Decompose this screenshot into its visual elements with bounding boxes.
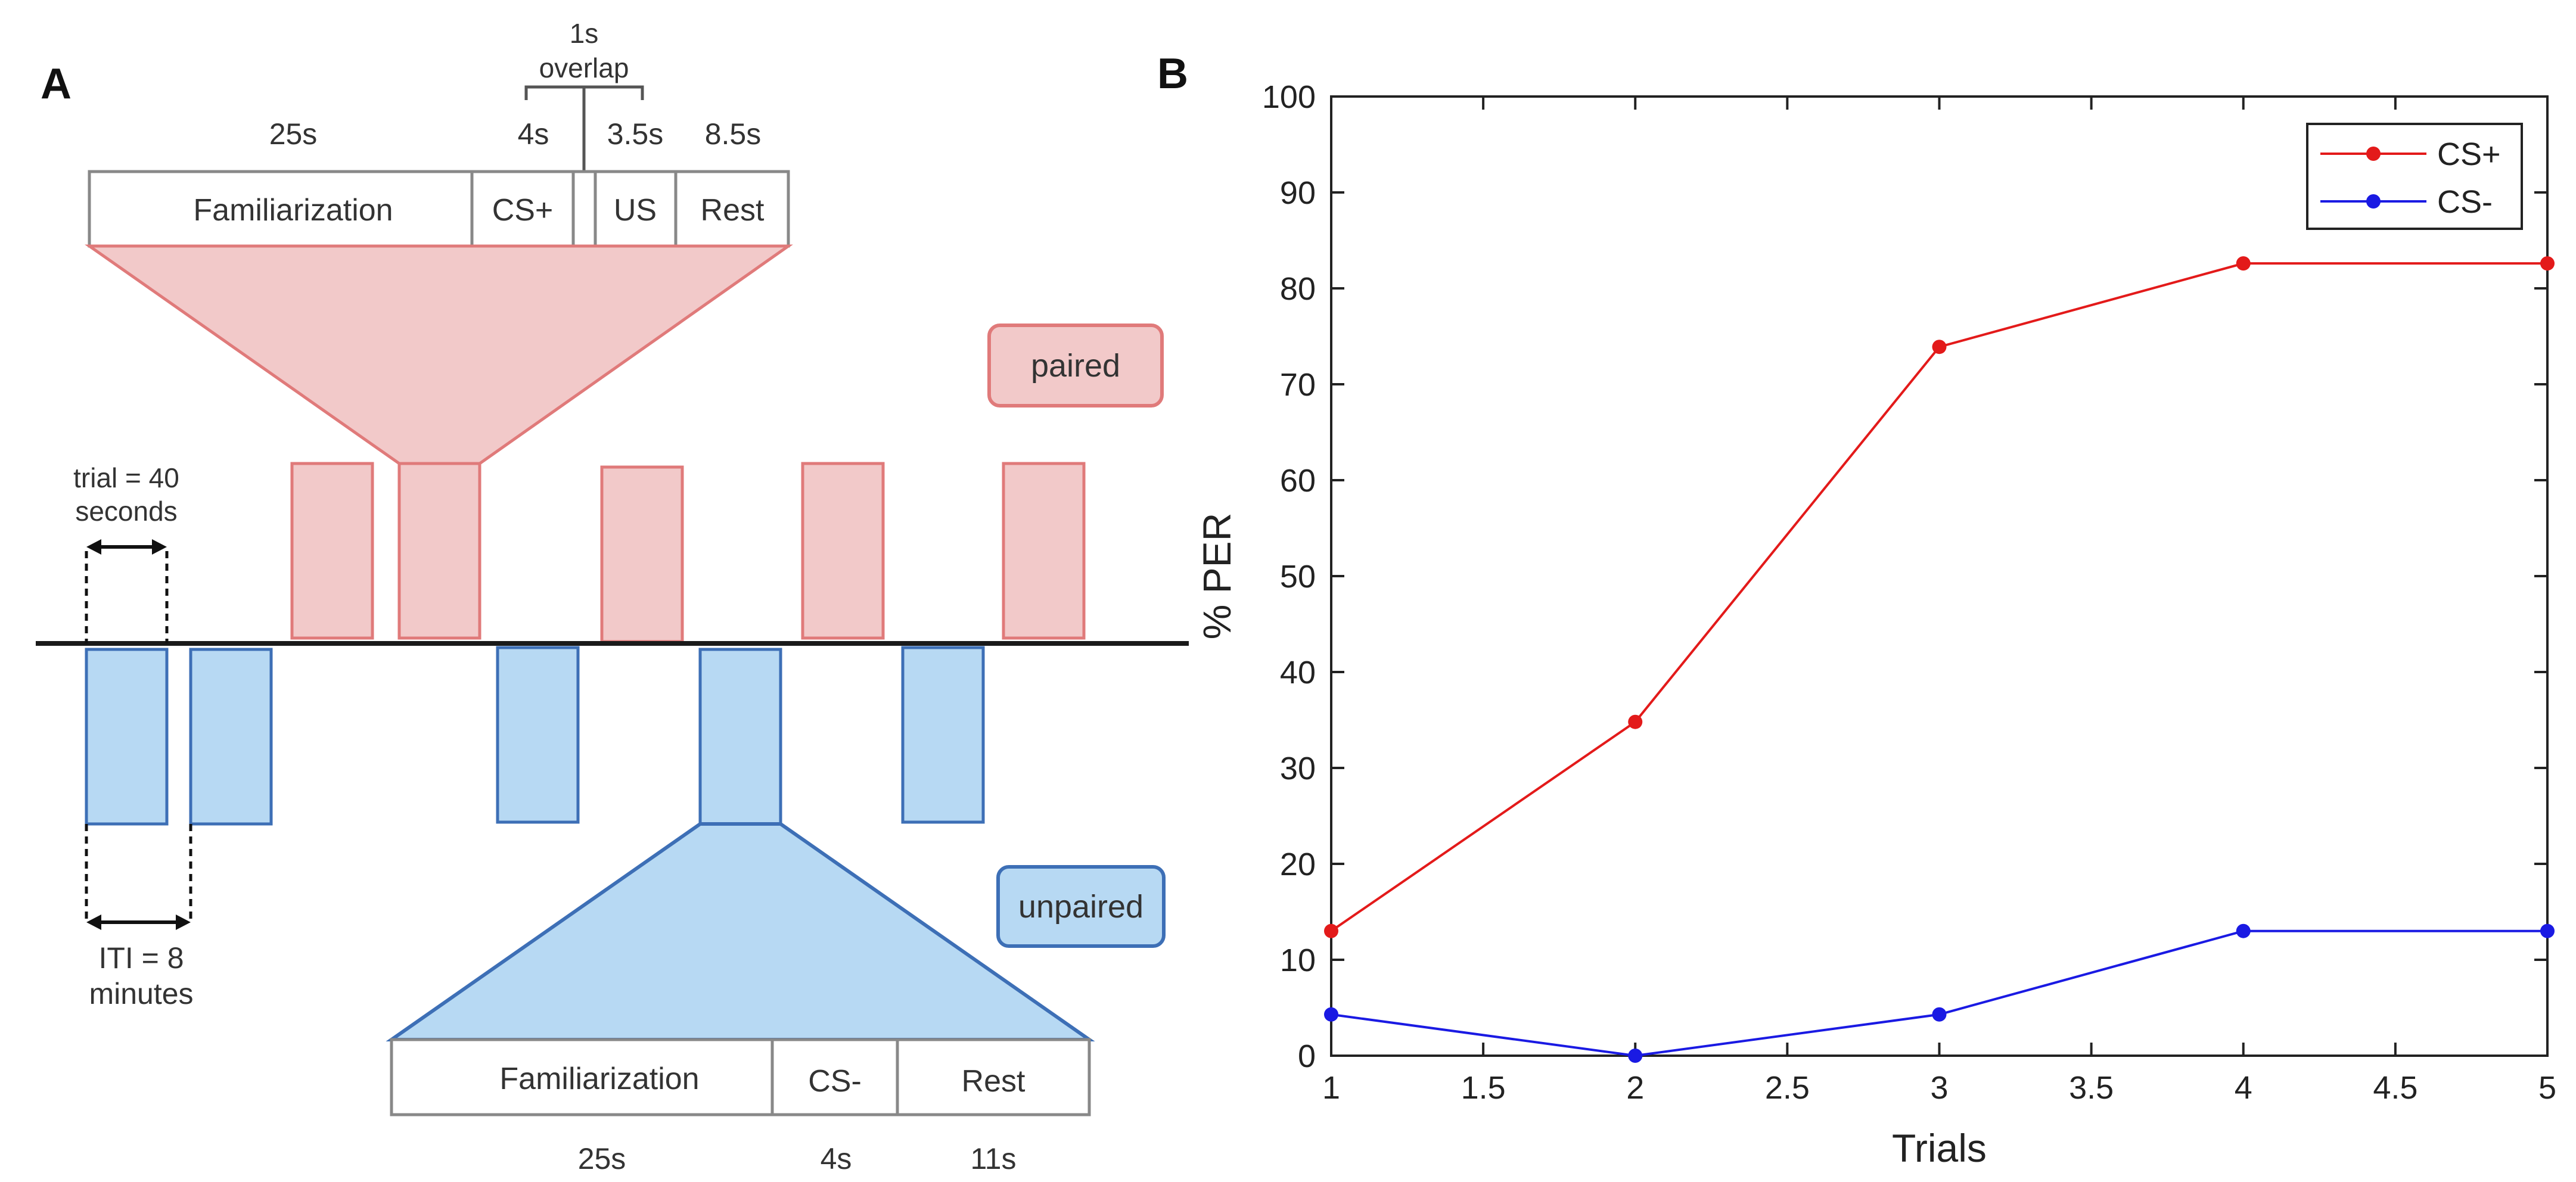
- x-tick-label: 2: [1626, 1070, 1644, 1106]
- unpaired-tag-label: unpaired: [1018, 889, 1143, 925]
- paired-timeline-frame: [88, 170, 790, 248]
- y-tick-label: 100: [1262, 79, 1316, 115]
- paired-trial-block: [397, 462, 481, 640]
- bottom-duration-cs-minus: 4s: [821, 1142, 852, 1175]
- paired-trial-block: [600, 465, 684, 643]
- overlap-value-label: 1s: [570, 18, 599, 49]
- iti-arrow: [86, 915, 191, 930]
- overlap-bracket: [524, 85, 644, 173]
- paired-tag: [987, 324, 1164, 408]
- trial-duration-arrow: [86, 539, 167, 555]
- legend-swatch-marker: [2366, 194, 2381, 209]
- unpaired-trial-block: [85, 648, 169, 826]
- unpaired-tag: [996, 865, 1166, 948]
- bottom-duration-familiarization: 25s: [578, 1142, 626, 1175]
- top-duration-cs-plus: 4s: [518, 117, 549, 151]
- segment-cs-plus: CS+: [492, 193, 554, 228]
- y-tick-label: 60: [1280, 463, 1316, 499]
- x-axis-title: Trials: [1892, 1126, 1987, 1170]
- legend-swatch-marker: [2366, 147, 2381, 161]
- y-tick-label: 50: [1280, 559, 1316, 595]
- y-tick-label: 0: [1298, 1038, 1316, 1074]
- y-tick-label: 10: [1280, 943, 1316, 978]
- data-point-cs-plus: [2540, 256, 2555, 271]
- data-point-cs-plus: [2236, 256, 2251, 271]
- data-point-cs-minus: [2236, 923, 2251, 938]
- data-point-cs-minus: [1324, 1007, 1338, 1022]
- chart: 0 10 20 30 40 50 60 70 80 90 100 1 1.5 2 2.5 3 3.5 4 4.5 5…: [1195, 79, 2556, 1170]
- panel-b-label: B: [1157, 50, 1188, 98]
- data-point-cs-minus: [2540, 923, 2555, 938]
- y-tick-label: 40: [1280, 655, 1316, 690]
- x-tick-label: 2.5: [1765, 1070, 1810, 1106]
- data-point-cs-minus: [1628, 1049, 1643, 1063]
- x-tick-label: 3.5: [2069, 1070, 2114, 1106]
- series-cs-minus: [1324, 923, 2555, 1063]
- series-layer: [1324, 256, 2555, 1063]
- trial-duration-label-line2: seconds: [75, 496, 177, 527]
- unpaired-trial-block: [496, 646, 580, 824]
- plot-area: [1330, 95, 2549, 1057]
- x-tick-label: 5: [2538, 1070, 2556, 1106]
- segment-cs-minus: CS-: [808, 1064, 862, 1099]
- paired-tag-label: paired: [1031, 348, 1120, 384]
- iti-label-line2: minutes: [89, 977, 193, 1010]
- segment-rest: Rest: [701, 193, 765, 228]
- unpaired-timeline-frame: [390, 1038, 1091, 1116]
- series-cs-plus: [1324, 256, 2555, 938]
- legend-item-cs-plus: CS+: [2320, 136, 2501, 172]
- iti-label-line1: ITI = 8: [98, 941, 184, 975]
- data-point-cs-plus: [1932, 340, 1947, 354]
- top-duration-familiarization: 25s: [269, 117, 318, 151]
- paired-trial-block: [290, 462, 374, 640]
- paired-expansion-trapezoid: [85, 244, 793, 465]
- legend-label: CS-: [2437, 184, 2493, 220]
- paired-trial-block: [801, 462, 885, 640]
- unpaired-trial-timeline: Familiarization CS- Rest: [390, 1038, 1091, 1116]
- y-tick-label: 90: [1280, 175, 1316, 211]
- data-point-cs-minus: [1932, 1007, 1947, 1022]
- panel-a-label: A: [41, 60, 72, 108]
- unpaired-trial-block: [189, 648, 273, 826]
- data-point-cs-plus: [1324, 923, 1338, 938]
- top-duration-rest: 8.5s: [705, 117, 762, 151]
- x-tick-label: 4: [2235, 1070, 2252, 1106]
- y-tick-label: 80: [1280, 271, 1316, 307]
- y-tick-label: 70: [1280, 367, 1316, 403]
- segment-familiarization: Familiarization: [499, 1062, 699, 1096]
- segment-familiarization: Familiarization: [193, 193, 393, 228]
- overlap-word-label: overlap: [539, 52, 629, 83]
- x-tick-label: 1.5: [1461, 1070, 1506, 1106]
- bottom-duration-rest: 11s: [971, 1142, 1017, 1175]
- legend-item-cs-minus: CS-: [2320, 184, 2493, 220]
- unpaired-expansion-trapezoid: [386, 822, 1095, 1041]
- paired-trial-block: [1002, 462, 1086, 640]
- top-duration-us: 3.5s: [607, 117, 664, 151]
- trial-duration-label-line1: trial = 40: [73, 462, 179, 493]
- x-axis: 1 1.5 2 2.5 3 3.5 4 4.5 5: [1322, 97, 2556, 1106]
- y-tick-label: 30: [1280, 751, 1316, 786]
- y-axis-title: % PER: [1195, 513, 1239, 640]
- legend: CS+ CS-: [2306, 123, 2523, 230]
- paired-trial-timeline: Familiarization CS+ US Rest: [88, 170, 790, 248]
- panel-b: B 0 10 20 30 40 50 60 70 80 90 100 1 1.5 2 2.5 3 3.5 4 4.…: [1157, 50, 2556, 1170]
- panel-a: A 1s overlap 25s 4s 3.5s 8.5s Familiariz…: [36, 18, 1189, 1175]
- x-tick-label: 3: [1930, 1070, 1948, 1106]
- segment-rest: Rest: [962, 1064, 1026, 1099]
- x-tick-label: 1: [1322, 1070, 1340, 1106]
- legend-box: [2306, 123, 2523, 230]
- x-tick-label: 4.5: [2373, 1070, 2417, 1106]
- data-point-cs-plus: [1628, 714, 1643, 729]
- unpaired-trial-block: [698, 648, 782, 826]
- segment-us: US: [614, 193, 657, 228]
- y-axis: 0 10 20 30 40 50 60 70 80 90 100: [1262, 79, 2547, 1074]
- unpaired-trial-block: [901, 646, 985, 824]
- y-tick-label: 20: [1280, 847, 1316, 882]
- legend-label: CS+: [2437, 136, 2501, 172]
